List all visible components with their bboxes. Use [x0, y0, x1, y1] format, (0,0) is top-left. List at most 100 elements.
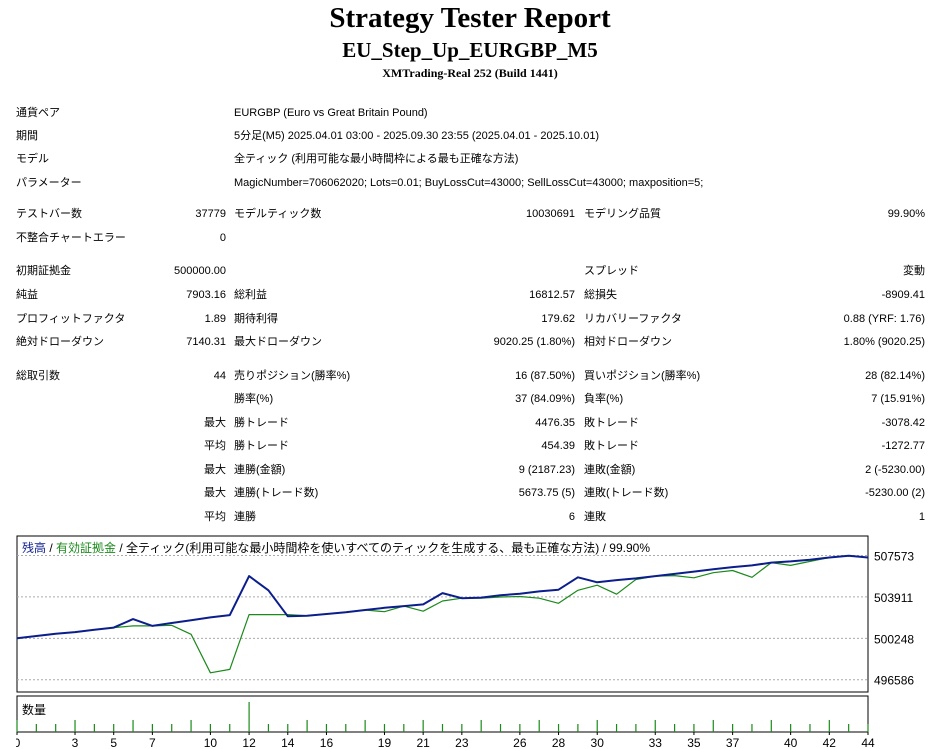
gross-loss-label: 総損失 [584, 289, 617, 301]
largest-win-value: 4476.35 [535, 417, 575, 429]
loss-rate-label: 負率(%) [584, 393, 624, 405]
average-win-label: 勝トレード [234, 440, 289, 452]
x-tick-label: 30 [591, 736, 605, 749]
cons-losses-money-value: 2 (-5230.00) [865, 464, 925, 476]
quality-label: モデリング品質 [584, 208, 661, 220]
x-tick-label: 42 [823, 736, 837, 749]
chart-legend: 残高 / 有効証拠金 / 全ティック(利用可能な最小時間枠を使いすべてのティック… [22, 539, 650, 556]
spread-label: スプレッド [584, 265, 639, 277]
gross-profit-value: 16812.57 [529, 289, 575, 301]
max-drawdown-label: 最大ドローダウン [234, 336, 322, 348]
x-tick-label: 37 [726, 736, 740, 749]
y-tick-label: 496586 [874, 674, 914, 688]
mismatch-label: 不整合チャートエラー [16, 232, 126, 244]
max-consecutive-count-label: 最大 [204, 487, 226, 499]
legend-equity: 有効証拠金 [56, 541, 117, 555]
total-trades-label: 総取引数 [16, 370, 60, 382]
expected-payoff-label: 期待利得 [234, 313, 278, 325]
gross-loss-value: -8909.41 [881, 289, 925, 301]
average-loss-label: 敗トレード [584, 440, 639, 452]
cons-losses-count-label: 連敗(トレード数) [584, 487, 669, 499]
win-rate-value: 37 (84.09%) [515, 393, 575, 405]
mismatch-value: 0 [219, 232, 226, 244]
largest-loss-value: -3078.42 [881, 417, 925, 429]
x-tick-label: 12 [242, 736, 256, 749]
report-title: Strategy Tester Report [329, 2, 611, 34]
model-value: 全ティック (利用可能な最小時間枠による最も正確な方法) [234, 153, 519, 165]
balance-chart: 507573 503911 500248 496586 0 3 5 7 10 12 14 16 19 21… [16, 535, 926, 749]
bars-value: 37779 [195, 208, 226, 220]
short-positions-value: 16 (87.50%) [515, 370, 575, 382]
volume-label: 数量 [22, 703, 47, 717]
x-tick-label: 23 [455, 736, 469, 749]
largest-win-label: 勝トレード [234, 417, 289, 429]
gross-profit-label: 総利益 [234, 289, 267, 301]
win-rate-label: 勝率(%) [234, 393, 274, 405]
max-drawdown-value: 9020.25 (1.80%) [493, 336, 575, 348]
x-tick-label: 33 [649, 736, 663, 749]
rel-drawdown-value: 1.80% (9020.25) [843, 336, 925, 348]
x-tick-label: 16 [320, 736, 334, 749]
spread-value: 変動 [903, 265, 925, 277]
largest-label: 最大 [204, 417, 226, 429]
cons-losses-count-value: -5230.00 (2) [865, 487, 925, 499]
ticks-value: 10030691 [526, 208, 575, 220]
average-label: 平均 [204, 440, 226, 452]
x-tick-label: 28 [552, 736, 566, 749]
average-win-value: 454.39 [541, 440, 575, 452]
period-label: 期間 [16, 130, 38, 142]
profit-factor-label: プロフィットファクタ [16, 313, 126, 325]
quality-value: 99.90% [887, 208, 925, 220]
deposit-label: 初期証拠金 [16, 265, 71, 277]
x-tick-label: 5 [110, 736, 117, 749]
recovery-factor-label: リカバリーファクタ [584, 313, 682, 325]
bars-label: テストバー数 [16, 208, 82, 220]
x-tick-label: 3 [72, 736, 79, 749]
recovery-factor-value: 0.88 (YRF: 1.76) [843, 313, 925, 325]
params-label: パラメーター [16, 177, 82, 189]
avg-cons-losses-value: 1 [918, 511, 925, 523]
x-tick-label: 10 [204, 736, 218, 749]
symbol-value: EURGBP (Euro vs Great Britain Pound) [234, 107, 428, 119]
max-consecutive-label: 最大 [204, 464, 226, 476]
loss-rate-value: 7 (15.91%) [871, 393, 925, 405]
total-trades-value: 44 [213, 370, 226, 382]
x-tick-label: 35 [687, 736, 701, 749]
y-tick-label: 503911 [874, 591, 913, 605]
x-tick-label: 7 [149, 736, 156, 749]
avg-cons-wins-label: 連勝 [234, 511, 256, 523]
average-loss-value: -1272.77 [881, 440, 925, 452]
cons-wins-money-value: 9 (2187.23) [518, 464, 575, 476]
expert-name: EU_Step_Up_EURGBP_M5 [342, 38, 598, 62]
long-positions-value: 28 (82.14%) [865, 370, 925, 382]
legend-separator: / [46, 541, 57, 555]
rel-drawdown-label: 相対ドローダウン [584, 336, 672, 348]
deposit-value: 500000.00 [174, 265, 226, 277]
model-label: モデル [16, 153, 49, 165]
x-tick-label: 14 [281, 736, 295, 749]
x-tick-label: 26 [513, 736, 527, 749]
plot-frame [16, 535, 869, 693]
cons-wins-count-value: 5673.75 (5) [518, 487, 575, 499]
cons-losses-money-label: 連敗(金額) [584, 464, 636, 476]
abs-drawdown-value: 7140.31 [186, 336, 226, 348]
x-tick-label: 40 [784, 736, 798, 749]
legend-balance: 残高 [22, 541, 47, 555]
net-profit-label: 純益 [16, 289, 38, 301]
symbol-label: 通貨ペア [16, 107, 60, 119]
long-positions-label: 買いポジション(勝率%) [584, 370, 701, 382]
short-positions-label: 売りポジション(勝率%) [234, 370, 351, 382]
cons-wins-money-label: 連勝(金額) [234, 464, 286, 476]
y-tick-label: 507573 [874, 550, 914, 564]
server-info: XMTrading-Real 252 (Build 1441) [382, 66, 558, 80]
avg-cons-wins-value: 6 [568, 511, 575, 523]
average-consecutive-label: 平均 [204, 511, 226, 523]
largest-loss-label: 敗トレード [584, 417, 639, 429]
x-tick-label: 0 [16, 736, 21, 749]
net-profit-value: 7903.16 [186, 289, 226, 301]
avg-cons-losses-label: 連敗 [584, 511, 606, 523]
y-tick-label: 500248 [874, 632, 914, 646]
x-tick-label: 44 [861, 736, 875, 749]
abs-drawdown-label: 絶対ドローダウン [16, 336, 104, 348]
